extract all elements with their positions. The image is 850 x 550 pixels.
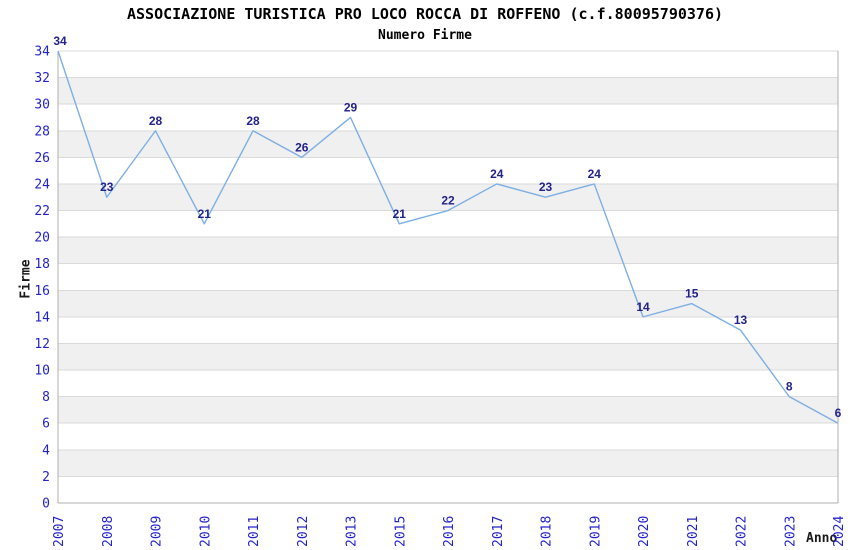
y-tick-label: 32 (34, 71, 50, 86)
x-tick-label: 2008 (101, 516, 116, 547)
x-tick-label: 2023 (783, 516, 798, 547)
chart-title: ASSOCIAZIONE TURISTICA PRO LOCO ROCCA DI… (126, 5, 724, 23)
y-tick-label: 2 (42, 470, 50, 485)
y-tick-label: 10 (34, 364, 50, 379)
value-label: 14 (636, 300, 650, 314)
background-band (58, 183, 838, 211)
x-tick-label: 2015 (393, 516, 408, 547)
value-label: 21 (393, 207, 407, 221)
background-band (58, 237, 838, 264)
y-tick-label: 30 (34, 98, 50, 113)
y-tick-label: 8 (42, 390, 50, 405)
value-label: 24 (588, 167, 602, 181)
background-band (58, 290, 838, 317)
x-tick-label: 2017 (491, 516, 506, 547)
background-band (58, 396, 838, 424)
value-label: 23 (539, 180, 553, 194)
value-label: 8 (786, 380, 793, 394)
x-tick-label: 2009 (150, 516, 165, 547)
x-axis-title: Anno (806, 531, 838, 546)
y-tick-label: 12 (34, 337, 50, 352)
x-tick-label: 2024 (832, 516, 847, 547)
y-tick-label: 22 (34, 204, 50, 219)
y-tick-label: 14 (34, 310, 50, 325)
value-label: 28 (149, 114, 163, 128)
y-tick-label: 24 (34, 177, 50, 192)
y-tick-label: 28 (34, 124, 50, 139)
x-tick-label: 2022 (735, 516, 750, 547)
x-tick-label: 2018 (540, 516, 555, 547)
x-tick-label: 2020 (637, 516, 652, 547)
value-label: 28 (246, 114, 260, 128)
y-tick-label: 6 (42, 417, 50, 432)
y-tick-label: 4 (42, 443, 50, 458)
x-tick-label: 2013 (345, 516, 360, 547)
background-band (58, 77, 838, 105)
x-tick-label: 2007 (52, 516, 67, 547)
value-label: 15 (685, 287, 699, 301)
value-label: 29 (344, 100, 358, 114)
value-label: 21 (198, 207, 212, 221)
y-tick-label: 26 (34, 151, 50, 166)
chart-subtitle: Numero Firme (378, 28, 472, 43)
background-band (58, 130, 838, 158)
data-line (57, 50, 839, 424)
value-label: 34 (53, 34, 67, 48)
value-label: 23 (100, 180, 114, 194)
background-band (58, 449, 838, 477)
x-tick-label: 2016 (442, 516, 457, 547)
y-tick-label: 18 (34, 257, 50, 272)
background-band (58, 343, 838, 371)
x-tick-label: 2012 (296, 516, 311, 547)
y-tick-label: 20 (34, 231, 50, 246)
x-tick-label: 2019 (588, 516, 603, 547)
value-label: 13 (734, 313, 748, 327)
y-tick-label: 34 (34, 45, 50, 60)
x-tick-label: 2011 (247, 516, 262, 547)
x-tick-label: 2010 (198, 516, 213, 547)
y-tick-label: 0 (42, 497, 50, 512)
value-label: 24 (490, 167, 504, 181)
y-tick-label: 16 (34, 284, 50, 299)
value-label: 22 (441, 194, 455, 208)
x-tick-label: 2021 (686, 516, 701, 547)
value-label: 6 (835, 406, 842, 420)
value-label: 26 (295, 140, 309, 154)
